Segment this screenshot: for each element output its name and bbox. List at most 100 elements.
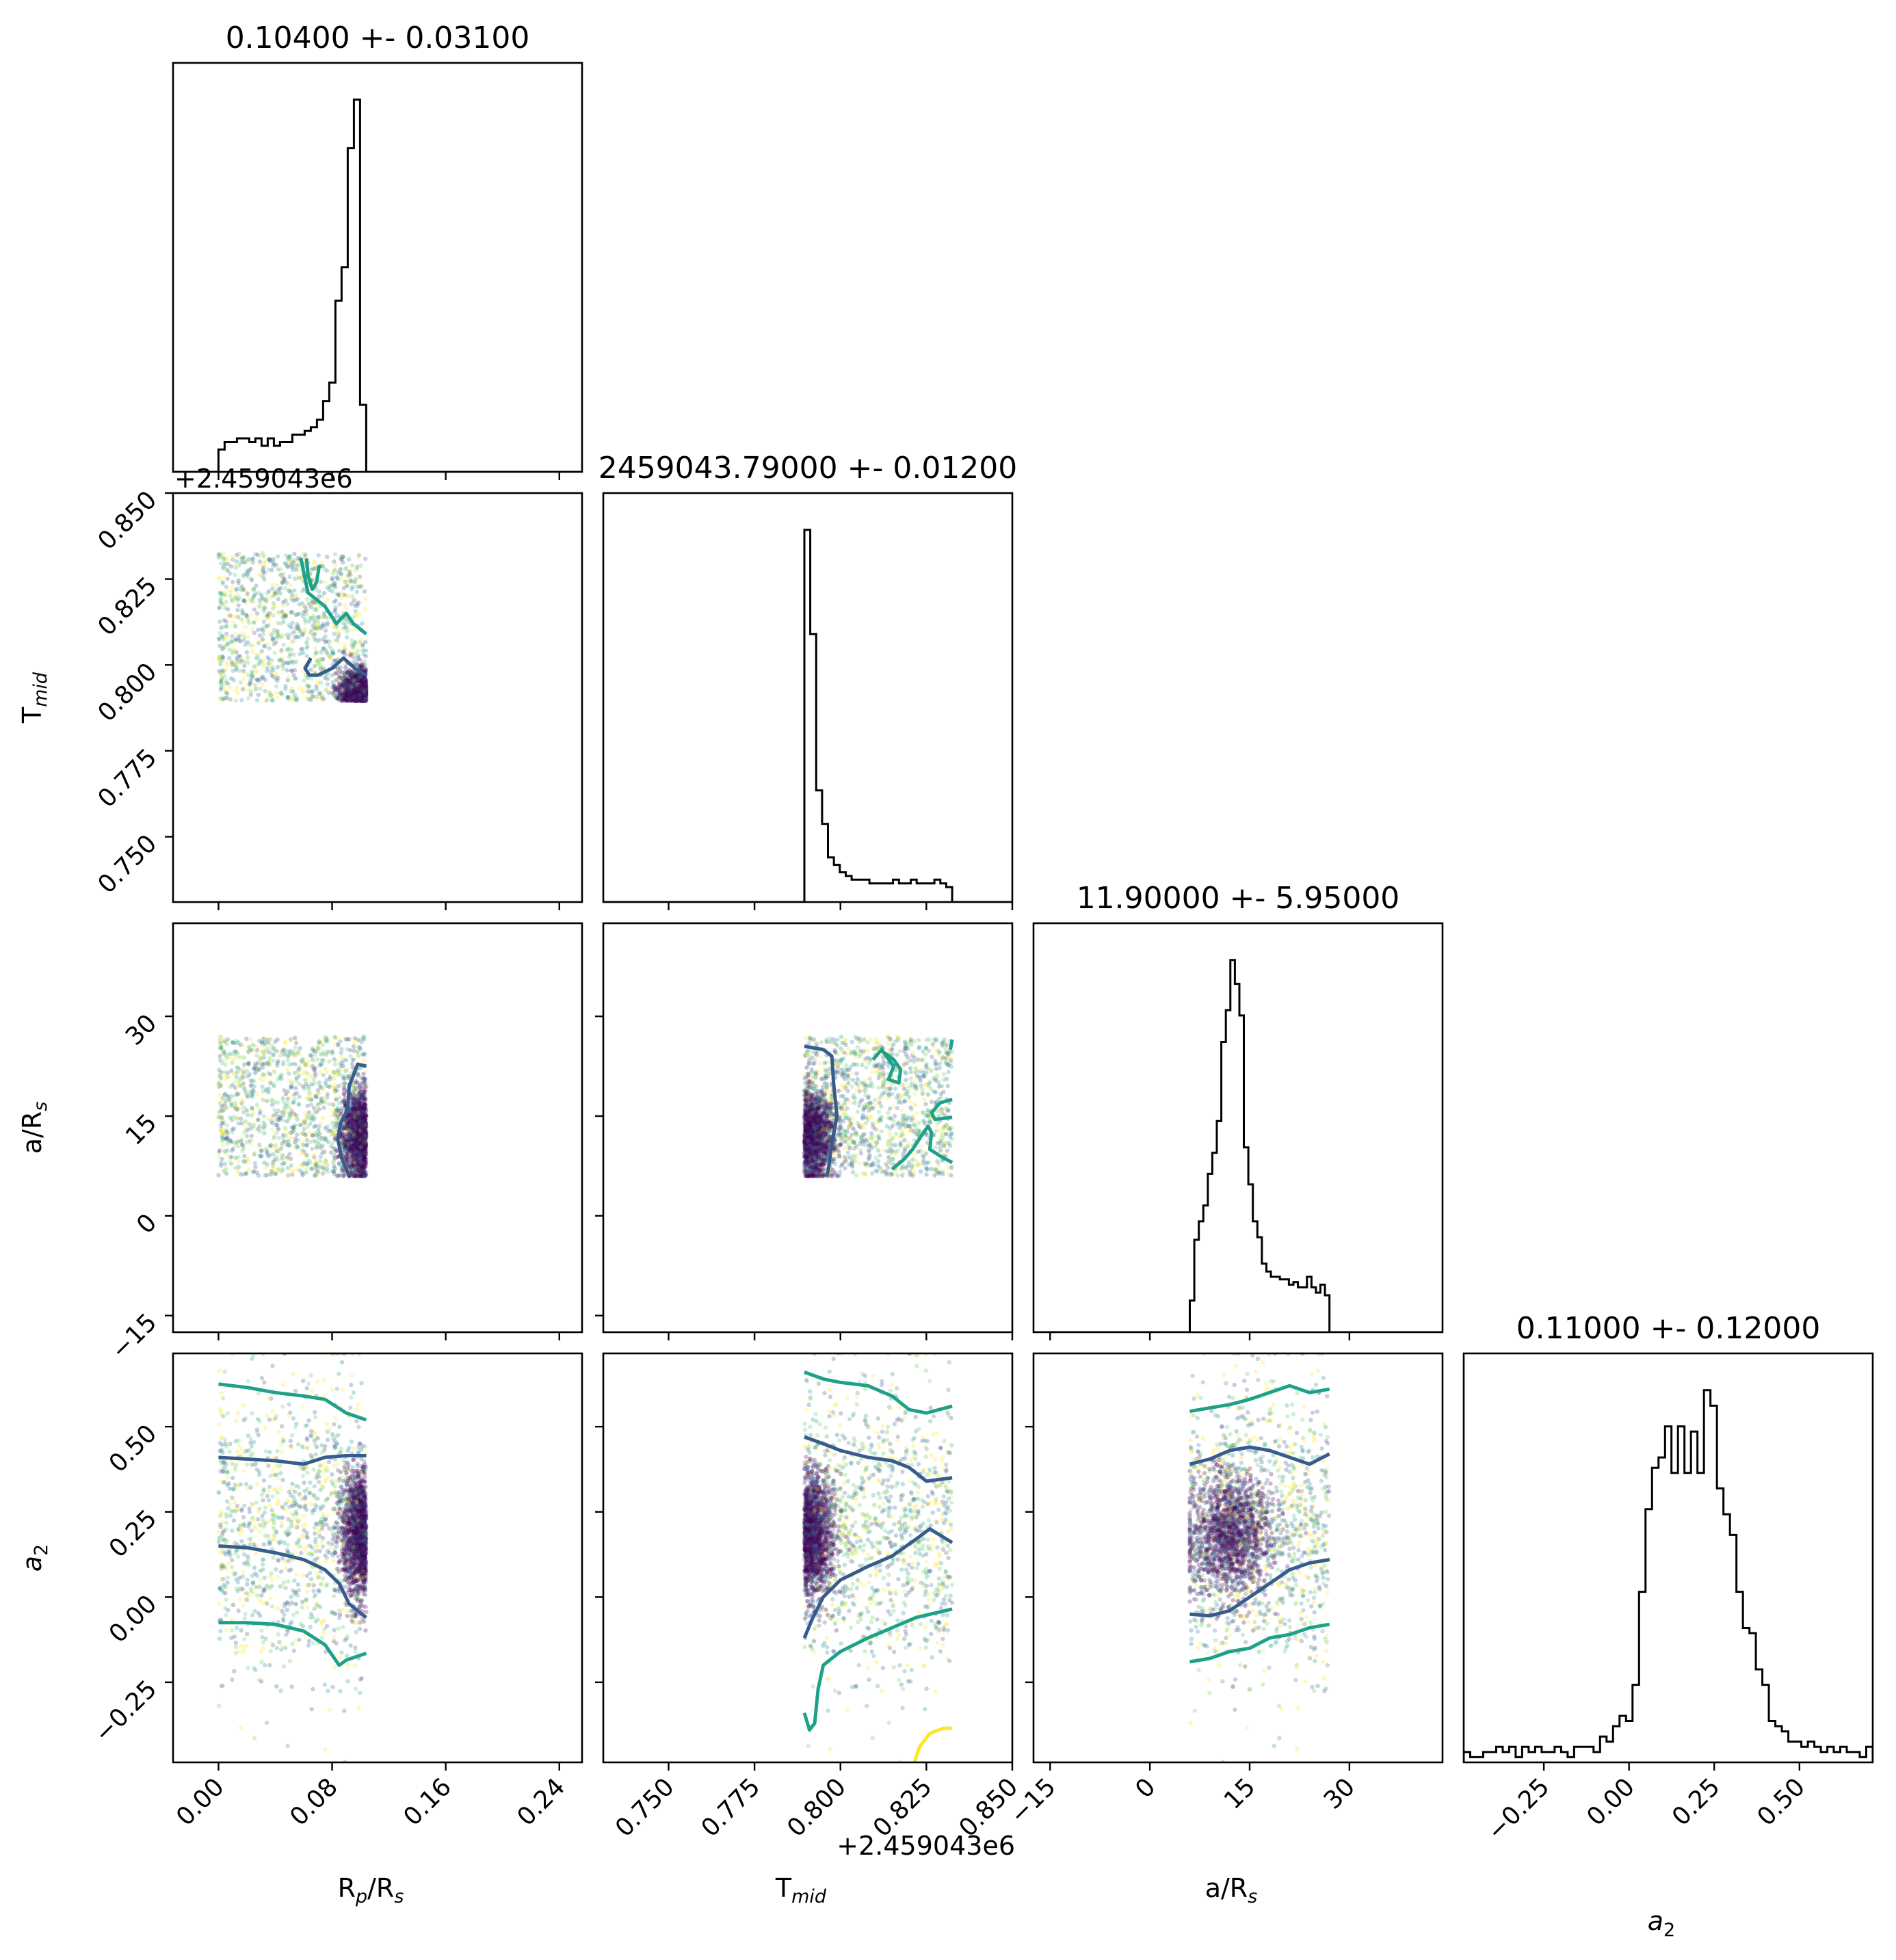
scatter-point bbox=[309, 615, 314, 621]
scatter-point bbox=[248, 1037, 254, 1042]
scatter-point bbox=[346, 695, 352, 700]
scatter-point bbox=[350, 685, 354, 690]
scatter-point bbox=[345, 696, 350, 701]
scatter-point bbox=[358, 696, 363, 700]
scatter-point bbox=[241, 587, 246, 592]
scatter-point bbox=[318, 680, 324, 685]
scatter-point bbox=[254, 616, 259, 621]
scatter-point bbox=[354, 598, 358, 603]
scatter-point bbox=[255, 653, 261, 659]
scatter-point bbox=[293, 676, 298, 681]
scatter-point bbox=[345, 681, 350, 686]
scatter-point bbox=[295, 597, 300, 602]
scatter-point bbox=[234, 667, 239, 672]
scatter-point bbox=[319, 650, 324, 654]
scatter-point bbox=[351, 691, 356, 696]
scatter-point bbox=[361, 1058, 366, 1063]
scatter-point bbox=[323, 628, 328, 633]
scatter-point bbox=[356, 683, 361, 688]
scatter-point bbox=[219, 685, 224, 690]
scatter-point bbox=[332, 659, 337, 663]
scatter-point bbox=[342, 675, 347, 680]
scatter-point bbox=[223, 680, 228, 686]
scatter-point bbox=[351, 685, 356, 690]
scatter-point bbox=[260, 1097, 265, 1102]
scatter-point bbox=[347, 690, 352, 695]
scatter-point bbox=[270, 1127, 275, 1133]
scatter-point bbox=[358, 686, 364, 691]
scatter-point bbox=[363, 691, 368, 696]
scatter-point bbox=[352, 687, 356, 692]
scatter-point bbox=[315, 678, 321, 683]
scatter-point bbox=[358, 689, 363, 693]
scatter-point bbox=[360, 648, 365, 653]
scatter-point bbox=[220, 1096, 226, 1100]
scatter-point bbox=[358, 693, 363, 699]
scatter-point bbox=[358, 680, 363, 685]
scatter-point bbox=[357, 688, 363, 693]
scatter-point bbox=[355, 688, 360, 693]
scatter-point bbox=[356, 697, 360, 702]
scatter-point bbox=[300, 631, 306, 637]
scatter-point bbox=[362, 684, 367, 689]
scatter-point bbox=[275, 628, 280, 633]
scatter-point bbox=[220, 1143, 226, 1149]
scatter-point bbox=[357, 678, 362, 684]
scatter-point bbox=[358, 682, 363, 687]
scatter-point bbox=[334, 696, 340, 701]
scatter-point bbox=[218, 679, 224, 684]
scatter-point bbox=[360, 682, 365, 687]
scatter-point bbox=[343, 691, 348, 696]
scatter-point bbox=[360, 697, 365, 702]
scatter-point bbox=[349, 680, 354, 685]
scatter-point bbox=[257, 633, 263, 638]
scatter-point bbox=[357, 574, 363, 579]
scatter-point bbox=[338, 690, 343, 695]
scatter-point bbox=[315, 681, 320, 686]
scatter-point bbox=[337, 602, 342, 607]
scatter-point bbox=[310, 1166, 315, 1171]
scatter-point bbox=[318, 579, 324, 584]
scatter-point bbox=[350, 691, 355, 696]
scatter-point bbox=[360, 698, 365, 702]
scatter-point bbox=[360, 697, 365, 702]
scatter-point bbox=[355, 684, 360, 689]
scatter-point bbox=[308, 629, 313, 635]
scatter-point bbox=[218, 598, 224, 602]
scatter-point bbox=[323, 634, 328, 639]
scatter-point bbox=[223, 592, 228, 597]
scatter-point bbox=[354, 679, 358, 685]
scatter-point bbox=[356, 684, 361, 689]
scatter-point bbox=[325, 1128, 330, 1133]
scatter-point bbox=[222, 605, 228, 611]
scatter-point bbox=[359, 685, 364, 690]
scatter-point bbox=[361, 687, 366, 691]
scatter-point bbox=[297, 602, 302, 607]
scatter-point bbox=[254, 686, 259, 691]
scatter-point bbox=[218, 678, 224, 683]
scatter-point bbox=[344, 690, 349, 695]
scatter-point bbox=[356, 689, 360, 695]
scatter-point bbox=[358, 680, 364, 685]
scatter-point bbox=[352, 691, 356, 696]
scatter-point bbox=[356, 689, 360, 694]
scatter-point bbox=[350, 691, 355, 697]
scatter-point bbox=[342, 695, 347, 700]
scatter-point bbox=[312, 664, 317, 669]
scatter-point bbox=[360, 697, 365, 702]
scatter-point bbox=[358, 696, 363, 701]
scatter-point bbox=[363, 666, 368, 672]
scatter-point bbox=[293, 1140, 298, 1145]
scatter-point bbox=[343, 691, 348, 697]
scatter-point bbox=[218, 598, 223, 602]
scatter-point bbox=[363, 678, 368, 684]
scatter-point bbox=[354, 696, 360, 702]
scatter-point bbox=[231, 678, 237, 683]
scatter-point bbox=[356, 553, 361, 557]
scatter-point bbox=[360, 676, 365, 681]
scatter-point bbox=[357, 693, 362, 698]
scatter-point bbox=[363, 693, 368, 698]
scatter-point bbox=[356, 689, 360, 694]
scatter-point bbox=[351, 693, 356, 698]
